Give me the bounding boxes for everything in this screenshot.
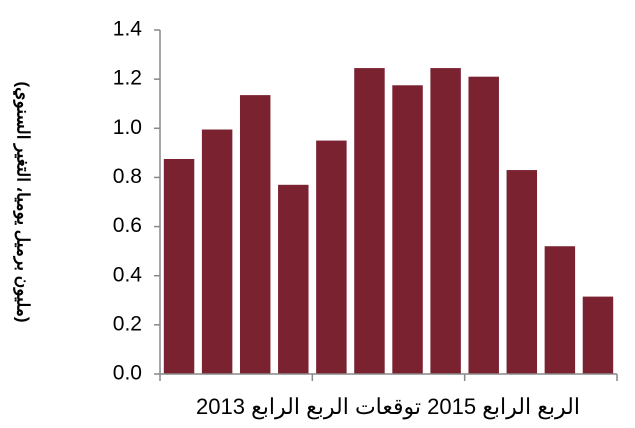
bar — [163, 159, 195, 374]
bar — [278, 184, 309, 374]
y-tick-label: 0.6 — [113, 214, 142, 237]
y-tick-label: 1.2 — [113, 67, 142, 90]
y-axis-label: (مليون برميل يوميا، التغير السنوي) — [13, 81, 33, 322]
y-tick-label: 1.0 — [113, 116, 142, 139]
y-tick-label: 0.4 — [113, 263, 143, 286]
y-tick-label: 1.4 — [113, 18, 143, 41]
bar — [239, 95, 271, 374]
bar — [201, 129, 233, 374]
y-tick-label: 0.8 — [113, 165, 142, 188]
bar — [430, 68, 461, 374]
bar — [582, 296, 614, 374]
y-tick-label: 0.0 — [113, 362, 142, 385]
bar — [544, 246, 576, 374]
bar — [354, 68, 385, 374]
bar — [392, 85, 423, 375]
y-tick-label: 0.2 — [113, 312, 142, 335]
x-axis-label: الربع الرابع 2015 توقعات الربع الرابع 20… — [196, 394, 580, 420]
bar — [506, 170, 538, 374]
bar — [316, 140, 347, 374]
bar — [468, 76, 499, 374]
